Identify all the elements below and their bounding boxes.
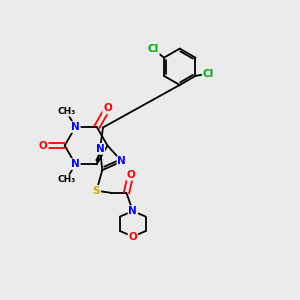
- Text: O: O: [103, 103, 112, 113]
- Text: S: S: [93, 186, 100, 196]
- Text: O: O: [128, 232, 137, 242]
- Text: CH₃: CH₃: [57, 107, 75, 116]
- Text: N: N: [128, 206, 137, 216]
- Text: N: N: [71, 159, 80, 169]
- Text: Cl: Cl: [148, 44, 159, 54]
- Text: N: N: [71, 122, 80, 132]
- Text: O: O: [126, 170, 135, 180]
- Text: O: O: [39, 140, 48, 151]
- Text: N: N: [117, 156, 126, 167]
- Text: N: N: [96, 144, 104, 154]
- Text: Cl: Cl: [203, 69, 214, 79]
- Text: CH₃: CH₃: [57, 175, 75, 184]
